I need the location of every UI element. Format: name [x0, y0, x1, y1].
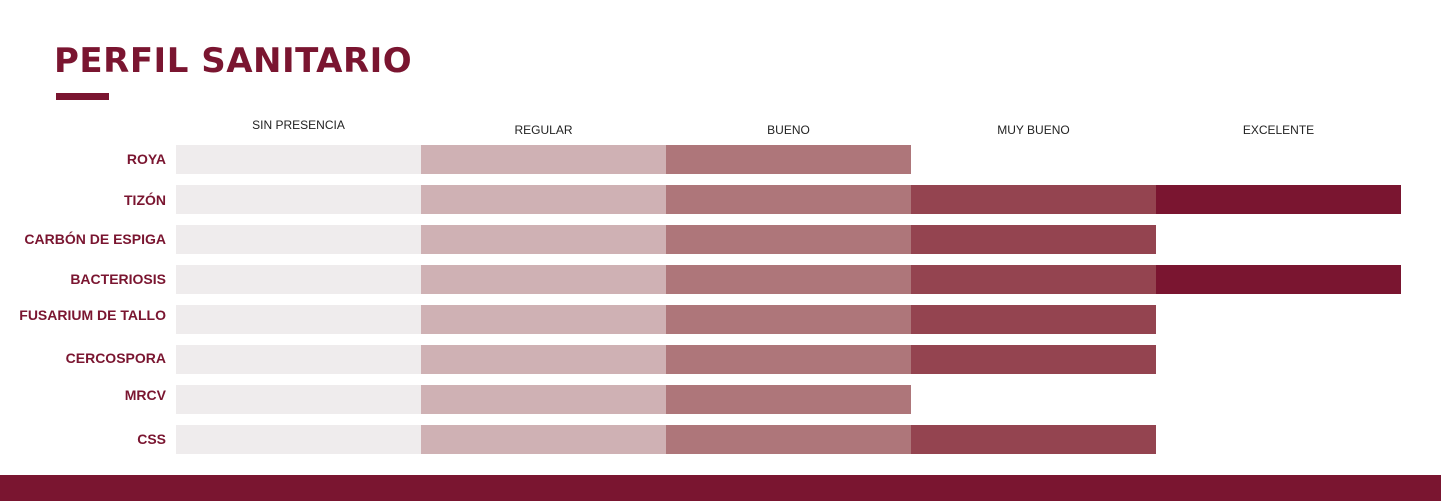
bar-segment	[666, 425, 911, 454]
bar-segment	[911, 305, 1156, 334]
row-label: CARBÓN DE ESPIGA	[24, 231, 166, 247]
bar-segment	[666, 385, 911, 414]
column-label-2: REGULAR	[514, 123, 573, 137]
column-label-5: EXCELENTE	[1242, 123, 1315, 137]
bar-segment	[421, 145, 666, 174]
bar-segment	[421, 385, 666, 414]
bar-segment	[421, 265, 666, 294]
bar-segment	[421, 225, 666, 254]
bar-segment	[911, 185, 1156, 214]
column-label-1: SIN PRESENCIA	[252, 118, 345, 132]
bar-segment	[421, 345, 666, 374]
bar-segment	[176, 185, 421, 214]
bar-segment	[666, 305, 911, 334]
bar-segment	[176, 385, 421, 414]
bar-segment	[666, 265, 911, 294]
footer-bar	[0, 475, 1441, 501]
bar-segment	[421, 425, 666, 454]
bar-segment	[666, 225, 911, 254]
chart-title: PERFIL SANITARIO	[54, 41, 413, 81]
bar-segment	[1156, 185, 1401, 214]
row-label: CERCOSPORA	[65, 350, 166, 366]
bar-segment	[1156, 265, 1401, 294]
bar-segment	[176, 145, 421, 174]
bar-segment	[176, 265, 421, 294]
row-label: CSS	[137, 431, 166, 447]
bar-segment	[176, 425, 421, 454]
bar-segment	[176, 225, 421, 254]
bar-segment	[666, 145, 911, 174]
title-underline	[56, 93, 109, 100]
bar-segment	[421, 305, 666, 334]
bar-segment	[911, 225, 1156, 254]
column-label-3: BUENO	[767, 123, 810, 137]
bar-segment	[176, 305, 421, 334]
row-label: TIZÓN	[124, 192, 166, 208]
bar-segment	[911, 425, 1156, 454]
bar-segment	[421, 185, 666, 214]
row-label: FUSARIUM DE TALLO	[19, 307, 166, 323]
bar-segment	[911, 345, 1156, 374]
row-label: MRCV	[124, 387, 166, 403]
bar-segment	[666, 185, 911, 214]
column-label-4: MUY BUENO	[997, 123, 1070, 137]
row-label: BACTERIOSIS	[70, 271, 166, 287]
bar-segment	[176, 345, 421, 374]
row-label: ROYA	[126, 151, 166, 167]
bar-segment	[911, 265, 1156, 294]
bar-segment	[666, 345, 911, 374]
